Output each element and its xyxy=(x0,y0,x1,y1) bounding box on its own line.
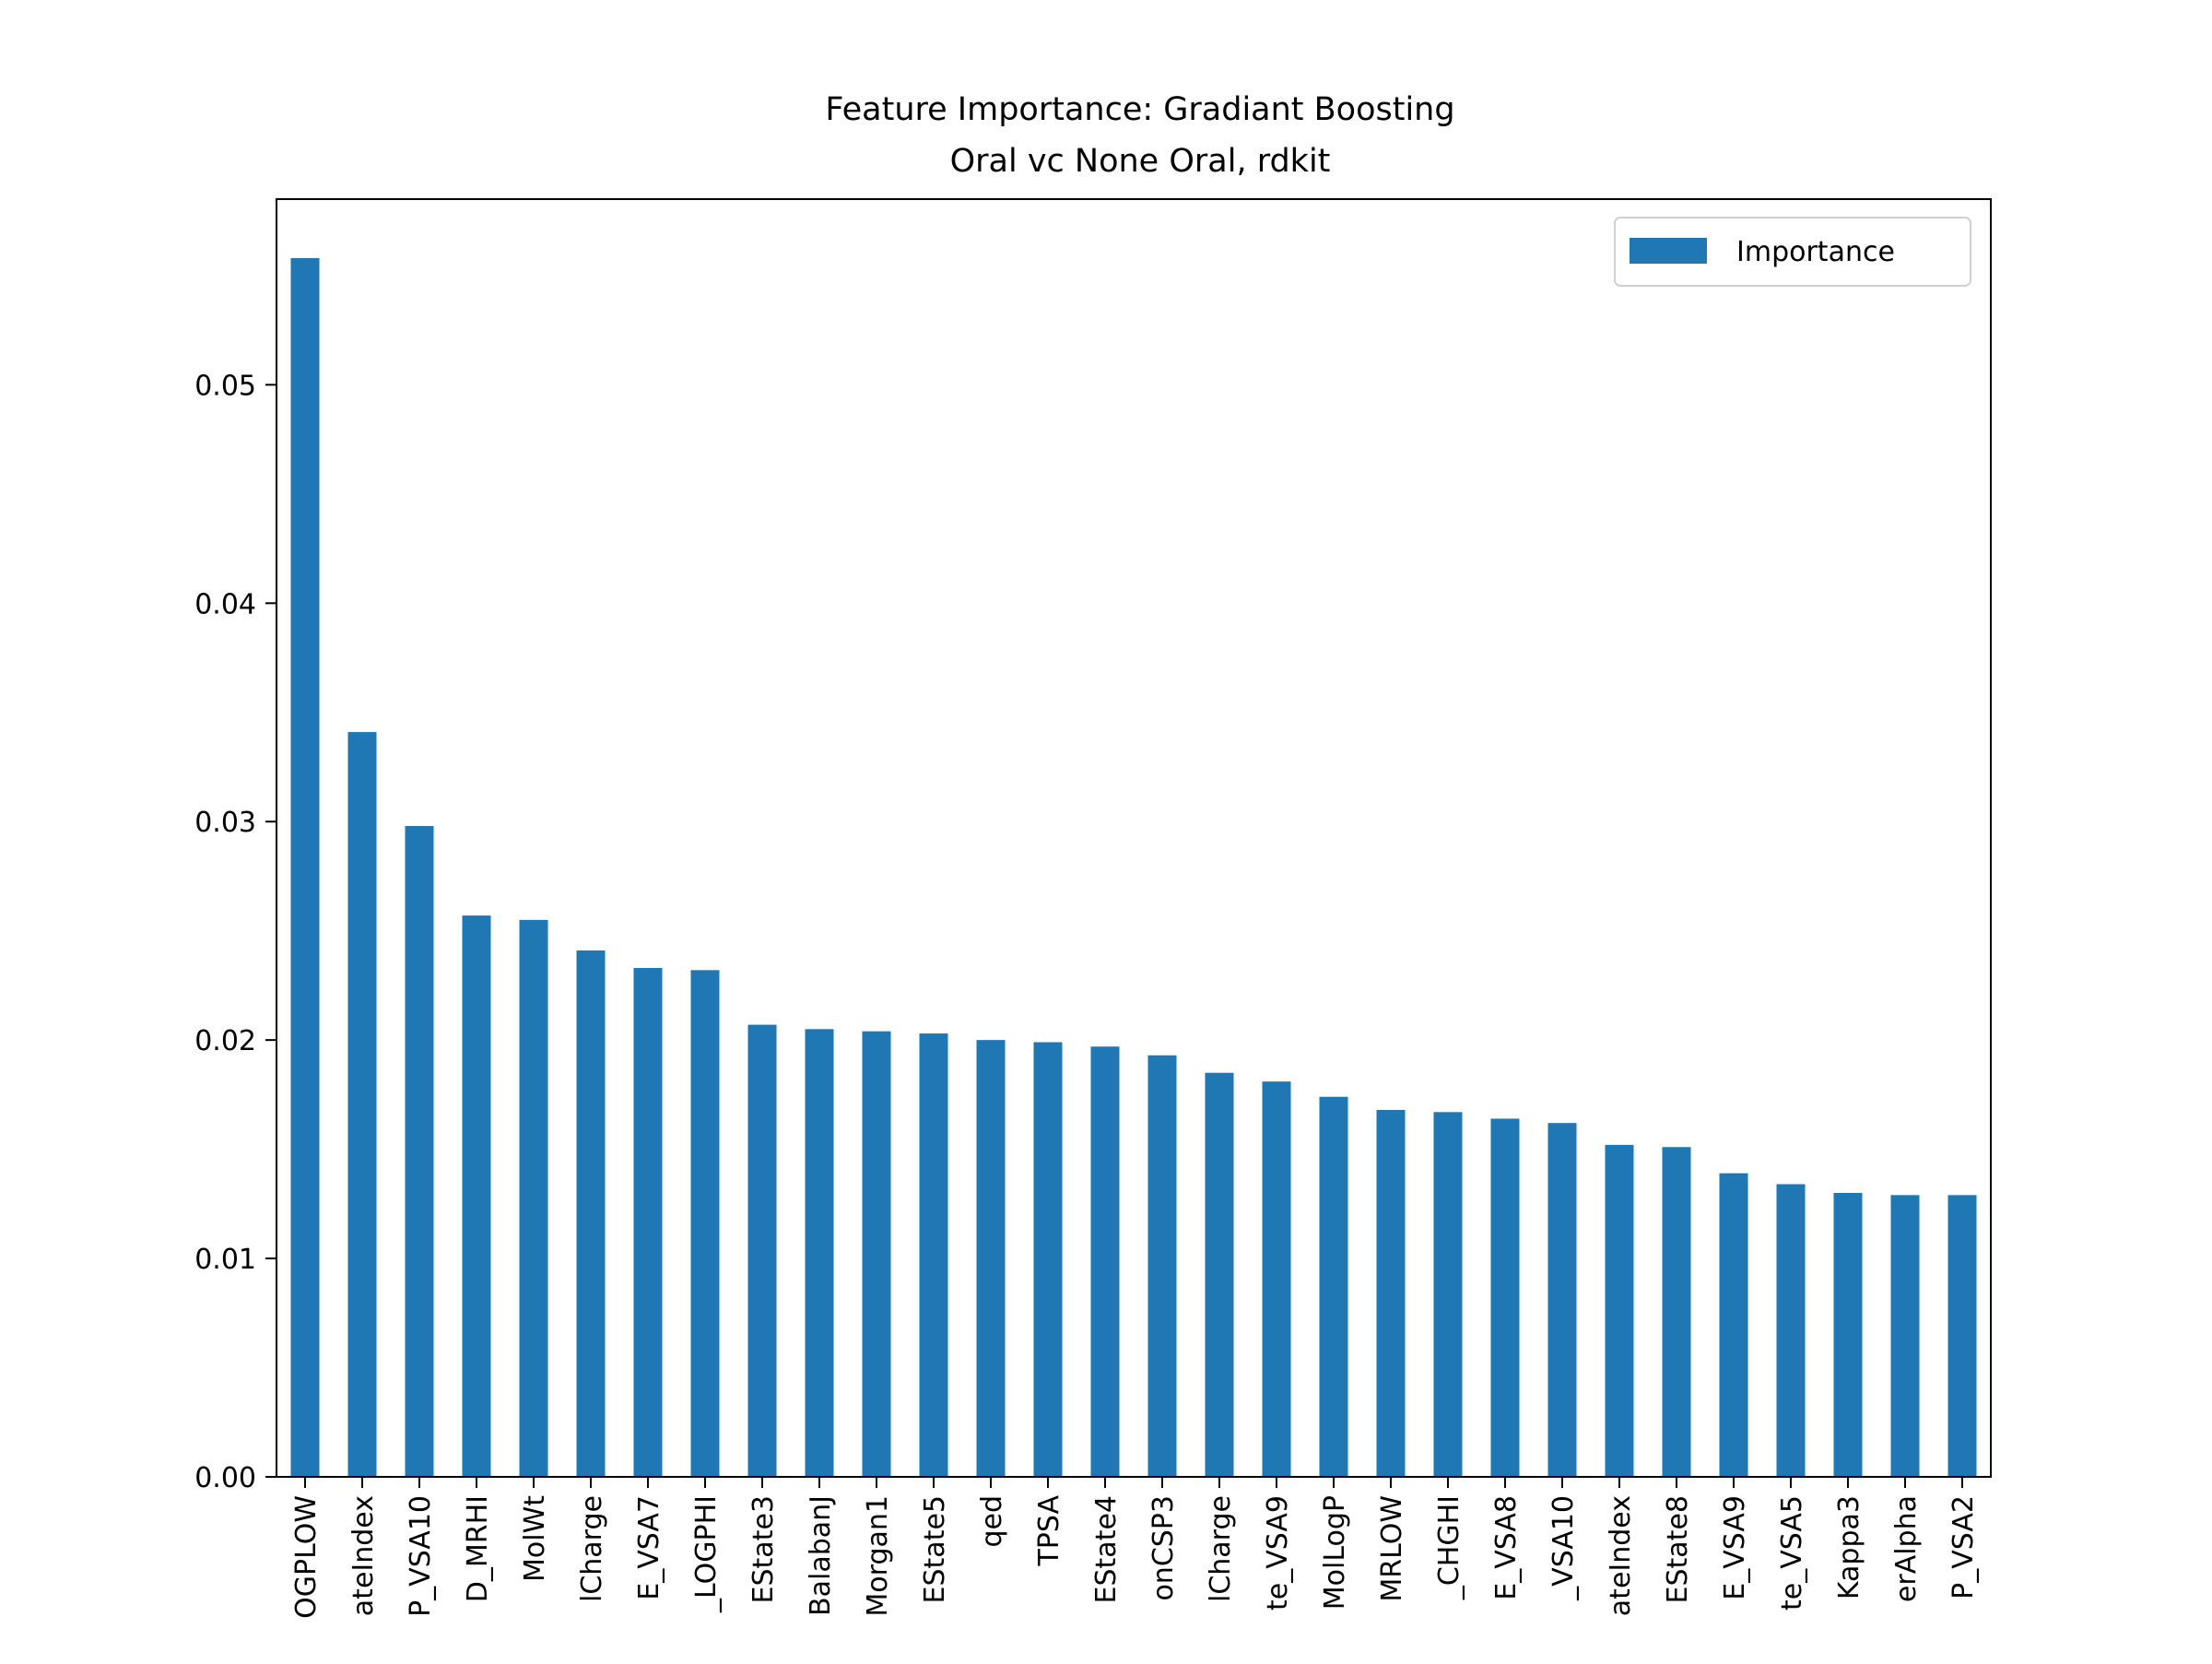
y-tick-label-1: 0.01 xyxy=(194,1244,256,1276)
x-tick-label-13: TPSA xyxy=(1033,1495,1065,1567)
x-tick-label-9: BalabanJ xyxy=(805,1495,837,1616)
x-tick-label-25: E_VSA9 xyxy=(1719,1495,1751,1600)
x-tick-label-17: te_VSA9 xyxy=(1262,1495,1294,1611)
legend-box xyxy=(1614,217,1971,287)
x-tick-label-19: MRLOW xyxy=(1376,1495,1408,1602)
bar-7 xyxy=(690,970,720,1477)
x-tick-label-3: D_MRHI xyxy=(462,1495,494,1602)
bar-26 xyxy=(1776,1184,1806,1477)
bar-17 xyxy=(1262,1081,1291,1477)
x-tick-label-24: EState8 xyxy=(1662,1495,1694,1603)
x-tick-label-5: lCharge xyxy=(576,1495,608,1602)
y-tick-label-2: 0.02 xyxy=(194,1025,256,1057)
x-tick-label-22: _VSA10 xyxy=(1547,1495,1580,1601)
chart-title: Feature Importance: Gradiant Boosting xyxy=(825,91,1454,128)
bar-9 xyxy=(805,1029,834,1477)
bar-15 xyxy=(1147,1055,1177,1477)
bar-27 xyxy=(1833,1193,1863,1477)
plot-frame xyxy=(276,198,1992,1478)
x-tick-label-7: _LOGPHI xyxy=(690,1495,723,1613)
y-tick-label-5: 0.05 xyxy=(194,370,256,402)
bar-22 xyxy=(1547,1123,1577,1477)
x-tick-label-26: te_VSA5 xyxy=(1776,1495,1808,1611)
bar-14 xyxy=(1090,1046,1120,1477)
x-tick-label-28: erAlpha xyxy=(1890,1495,1923,1602)
bar-10 xyxy=(862,1031,891,1477)
legend-label: Importance xyxy=(1736,236,1895,268)
y-tick-label-4: 0.04 xyxy=(194,588,256,620)
legend: Importance xyxy=(1614,217,1971,287)
bar-18 xyxy=(1319,1096,1348,1477)
y-axis: 0.00 0.01 0.02 0.03 0.04 0.05 xyxy=(194,370,276,1494)
legend-swatch xyxy=(1630,238,1707,264)
x-tick-label-21: E_VSA8 xyxy=(1490,1495,1523,1600)
x-tick-label-1: ateIndex xyxy=(347,1495,380,1616)
x-tick-label-23: ateIndex xyxy=(1605,1495,1637,1616)
bar-1 xyxy=(347,732,377,1477)
bar-16 xyxy=(1205,1072,1234,1477)
bar-8 xyxy=(747,1024,777,1477)
y-tick-label-0: 0.00 xyxy=(194,1462,256,1494)
x-tick-label-14: EState4 xyxy=(1090,1495,1123,1603)
bar-0 xyxy=(290,257,320,1478)
bar-2 xyxy=(405,825,434,1477)
bar-12 xyxy=(976,1040,1006,1477)
bar-3 xyxy=(462,915,491,1477)
bars-layer xyxy=(290,257,1977,1478)
bar-4 xyxy=(519,919,548,1477)
bar-6 xyxy=(633,967,663,1477)
bar-13 xyxy=(1033,1042,1063,1477)
chart-subtitle: Oral vc None Oral, rdkit xyxy=(950,143,1331,180)
bar-25 xyxy=(1719,1173,1748,1477)
bar-20 xyxy=(1433,1112,1463,1477)
bar-23 xyxy=(1605,1144,1634,1477)
y-tick-label-3: 0.03 xyxy=(194,807,256,839)
bar-19 xyxy=(1376,1109,1406,1477)
bar-5 xyxy=(576,950,606,1477)
x-tick-label-10: Morgan1 xyxy=(862,1495,894,1617)
x-tick-label-20: _CHGHI xyxy=(1433,1495,1465,1600)
bar-24 xyxy=(1662,1147,1691,1477)
x-tick-label-8: EState3 xyxy=(747,1495,780,1603)
x-tick-label-0: OGPLOW xyxy=(290,1495,323,1619)
bar-21 xyxy=(1490,1118,1520,1477)
bar-28 xyxy=(1890,1195,1920,1477)
x-tick-label-27: Kappa3 xyxy=(1833,1495,1865,1599)
x-tick-label-12: qed xyxy=(976,1495,1008,1548)
x-tick-label-15: onCSP3 xyxy=(1147,1495,1180,1601)
x-axis: OGPLOW ateIndex P_VSA10 D_MRHI MolWt lCharge E… xyxy=(290,1477,1980,1619)
x-tick-label-11: EState5 xyxy=(919,1495,951,1603)
bar-11 xyxy=(919,1033,948,1477)
bar-29 xyxy=(1947,1195,1977,1477)
x-tick-label-6: E_VSA7 xyxy=(633,1495,665,1600)
x-tick-label-16: lCharge xyxy=(1205,1495,1237,1602)
x-tick-label-2: P_VSA10 xyxy=(405,1495,437,1617)
x-tick-label-4: MolWt xyxy=(519,1495,551,1582)
x-tick-label-18: MolLogP xyxy=(1319,1495,1351,1610)
x-tick-label-29: P_VSA2 xyxy=(1947,1495,1980,1599)
